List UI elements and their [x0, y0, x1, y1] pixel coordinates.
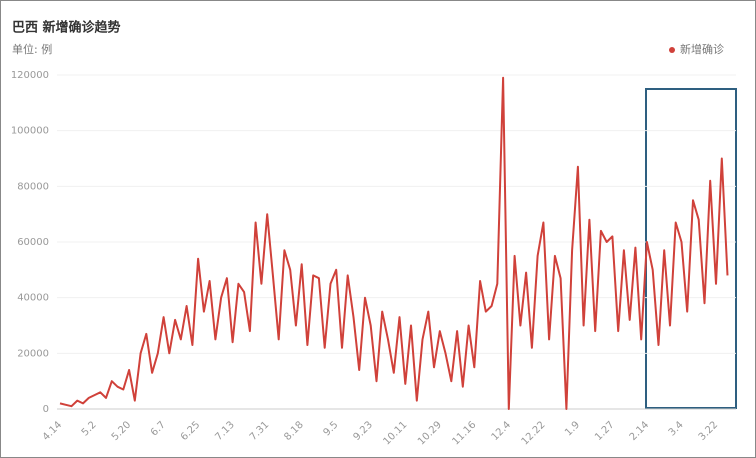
y-tick-label: 20000: [17, 348, 49, 359]
legend-label: 新增确诊: [680, 42, 724, 56]
y-tick-label: 40000: [17, 293, 49, 304]
chart-title: 巴西 新增确诊趋势: [12, 20, 121, 36]
line-series: [59, 76, 729, 410]
chart-subtitle: 单位: 例: [12, 42, 52, 56]
y-tick-label: 60000: [17, 237, 49, 248]
y-tick-label: 100000: [11, 126, 49, 137]
y-tick-label: 0: [43, 404, 49, 415]
legend-marker: [669, 47, 675, 53]
y-tick-label: 120000: [11, 70, 49, 81]
y-tick-label: 80000: [17, 181, 49, 192]
